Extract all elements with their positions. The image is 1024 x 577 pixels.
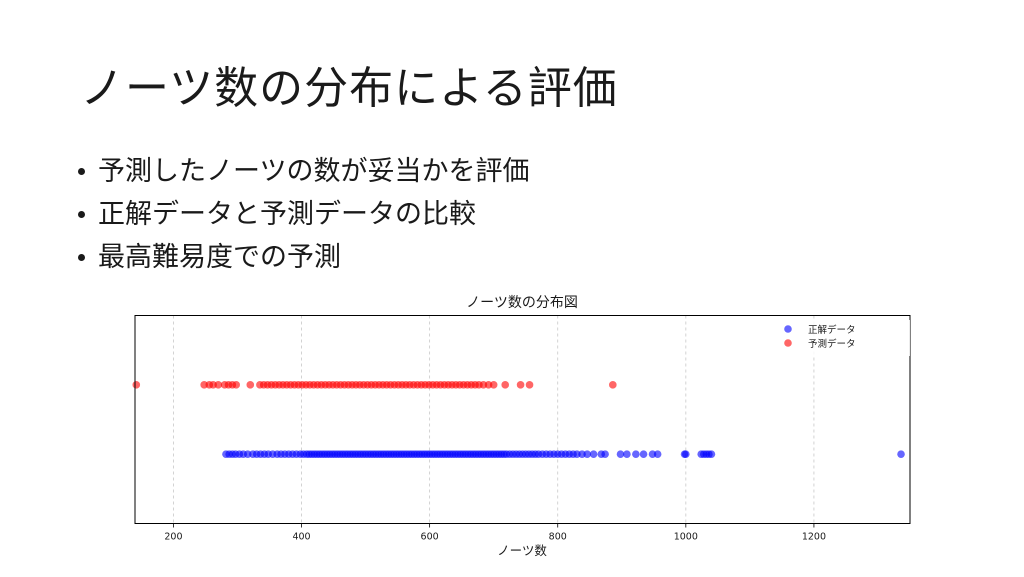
prediction-point <box>501 381 510 389</box>
x-tick-label: 1200 <box>802 532 826 543</box>
prediction-point <box>232 381 240 389</box>
plot-frame <box>134 315 911 524</box>
bullet-item: 正解データと予測データの比較 <box>78 193 529 236</box>
ground-truth-point <box>623 450 631 458</box>
legend: 正解データ 予測データ <box>771 320 910 356</box>
ground-truth-point <box>632 450 640 458</box>
x-axis-label: ノーツ数 <box>497 543 547 558</box>
prediction-point <box>489 381 498 389</box>
bullet-list: 予測したノーツの数が妥当かを評価 正解データと予測データの比較 最高難易度での予… <box>78 150 529 279</box>
bullet-dot <box>78 168 85 175</box>
prediction-point <box>132 381 141 389</box>
bullet-item: 最高難易度での予測 <box>78 236 529 279</box>
ground-truth-point <box>616 450 625 458</box>
ground-truth-point <box>707 450 716 458</box>
x-tick-label: 600 <box>421 532 439 543</box>
legend-marker <box>784 339 792 347</box>
ground-truth-point <box>601 450 609 458</box>
bullet-text: 最高難易度での予測 <box>98 242 341 273</box>
x-axis-ticks: 200 400 600 800 1000 1200 <box>164 523 826 543</box>
x-tick-label: 800 <box>549 532 567 543</box>
prediction-point <box>516 381 525 389</box>
bullet-dot <box>78 254 85 261</box>
prediction-point <box>525 381 534 389</box>
legend-label: 予測データ <box>808 338 856 350</box>
ground-truth-point <box>682 450 690 458</box>
legend-marker <box>784 325 792 333</box>
bullet-dot <box>78 211 85 218</box>
ground-truth-point <box>589 450 598 458</box>
ground-truth-point <box>897 450 905 458</box>
legend-box <box>771 320 910 356</box>
ground-truth-point <box>653 450 662 458</box>
x-tick-label: 200 <box>164 532 182 543</box>
chart-title: ノーツ数の分布図 <box>466 295 578 311</box>
x-tick-label: 400 <box>292 532 310 543</box>
ground-truth-point <box>583 450 591 458</box>
x-tick-label: 1000 <box>674 532 698 543</box>
legend-label: 正解データ <box>808 324 856 336</box>
bullet-text: 正解データと予測データの比較 <box>98 199 476 230</box>
prediction-point <box>609 381 617 389</box>
prediction-point <box>246 381 255 389</box>
bullet-text: 予測したノーツの数が妥当かを評価 <box>98 156 530 187</box>
ground-truth-point <box>639 450 648 458</box>
grid-lines <box>173 315 815 524</box>
prediction-point <box>214 381 223 389</box>
bullet-item: 予測したノーツの数が妥当かを評価 <box>78 150 529 193</box>
data-points <box>132 381 905 458</box>
slide-title: ノーツ数の分布による評価 <box>80 63 618 114</box>
